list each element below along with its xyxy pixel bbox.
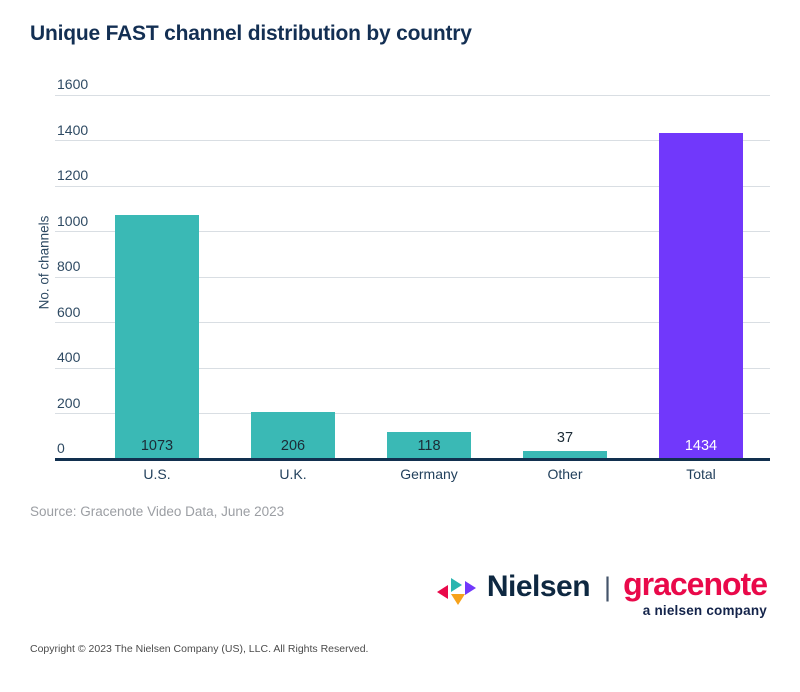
y-axis-title: No. of channels	[36, 215, 52, 310]
bar-value-label: 206	[280, 438, 306, 454]
y-axis-tick-label: 800	[57, 258, 81, 274]
chart-title: Unique FAST channel distribution by coun…	[30, 22, 472, 45]
bar-value-label: 118	[417, 438, 441, 454]
y-gridline	[55, 367, 770, 369]
bar-germany	[387, 432, 471, 459]
nielsen-logo-icon	[436, 578, 479, 606]
y-axis-tick-label: 1200	[57, 167, 89, 183]
nielsen-mark-orange-triangle-icon	[450, 594, 465, 605]
nielsen-mark-purple-triangle-icon	[464, 581, 476, 595]
source-attribution: Source: Gracenote Video Data, June 2023	[30, 504, 285, 519]
y-axis-tick-label: 600	[57, 303, 81, 320]
bar-value-label: 1073	[140, 438, 174, 454]
x-axis-category-label: U.K.	[279, 466, 307, 482]
logo-separator: |	[604, 572, 612, 602]
bar-total	[659, 132, 743, 459]
y-gridline	[55, 185, 770, 187]
x-axis-category-label: Total	[686, 466, 716, 482]
y-gridline	[55, 140, 770, 141]
bar-other	[523, 450, 607, 459]
nielsen-mark-red-triangle-icon	[436, 585, 448, 599]
y-gridline	[55, 94, 770, 96]
bar-uk	[251, 412, 335, 459]
nielsen-wordmark: Nielsen	[486, 570, 591, 603]
gracenote-tagline: a nielsen company	[642, 603, 767, 618]
bar-value-label: 37	[556, 429, 574, 446]
y-axis-tick-label: 1600	[57, 76, 89, 92]
gracenote-wordmark: gracenote	[623, 566, 768, 602]
gracenote-logo: gracenote a nielsen company	[623, 566, 768, 618]
y-axis-tick-label: 1000	[57, 212, 89, 229]
x-axis-line	[55, 457, 770, 461]
y-gridline	[55, 276, 770, 278]
x-axis-category-label: Germany	[400, 466, 458, 482]
bar-value-label: 1434	[684, 438, 718, 454]
y-axis-tick-label: 1400	[57, 121, 89, 138]
copyright-notice: Copyright © 2023 The Nielsen Company (US…	[30, 643, 369, 655]
bar-us	[115, 214, 199, 459]
y-gridline	[55, 231, 770, 232]
x-axis-category-label: U.S.	[143, 466, 171, 482]
brand-logo-lockup: Nielsen | gracenote a nielsen company	[436, 566, 768, 618]
nielsen-mark-teal-triangle-icon	[450, 578, 462, 592]
y-axis-tick-label: 400	[57, 349, 81, 365]
y-axis-tick-label: 0	[57, 440, 65, 456]
y-axis-tick-label: 200	[57, 394, 81, 411]
y-gridline	[55, 322, 770, 323]
y-gridline	[55, 413, 770, 414]
x-axis-category-label: Other	[547, 466, 583, 482]
